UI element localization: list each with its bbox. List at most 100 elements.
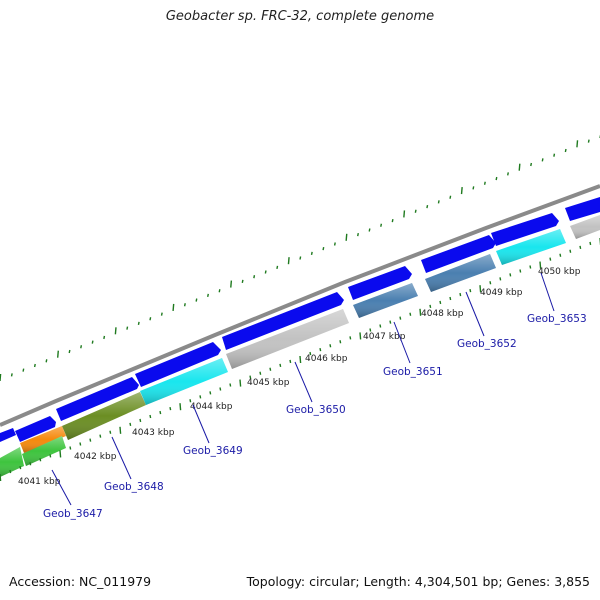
kbp-label: 4048 kbp — [421, 309, 464, 319]
scale-tick — [10, 373, 13, 377]
gene-label-Geob_3647[interactable]: Geob_3647 — [43, 508, 103, 520]
scale-tick — [119, 426, 122, 434]
scale-tick — [159, 410, 162, 415]
scale-tick — [239, 379, 242, 387]
scale-tick — [276, 265, 279, 269]
scale-tick — [0, 373, 2, 382]
scale-tick — [195, 298, 198, 302]
scale-tick — [22, 368, 25, 372]
scale-tick — [359, 332, 362, 340]
scale-tick — [379, 324, 382, 328]
genome-summary-text: Topology: circular; Length: 4,304,501 bp… — [246, 574, 590, 589]
scale-tick — [509, 273, 512, 277]
kbp-label: 4046 kbp — [305, 354, 348, 364]
scale-tick — [103, 335, 106, 340]
scale-tick — [289, 359, 292, 364]
outer-scale-ticks — [0, 134, 600, 382]
scale-tick — [414, 209, 417, 213]
scale-tick — [472, 186, 475, 190]
scale-tick — [279, 363, 282, 368]
scale-tick — [229, 383, 232, 387]
scale-tick — [369, 328, 372, 332]
gene-label-Geob_3652[interactable]: Geob_3652 — [457, 338, 517, 350]
scale-tick — [29, 462, 32, 466]
kbp-label: 4045 kbp — [247, 378, 290, 388]
scale-tick — [345, 233, 348, 241]
accession-text: Accession: NC_011979 — [9, 574, 152, 589]
scale-tick — [449, 296, 452, 301]
scale-tick — [207, 293, 209, 298]
scale-tick — [489, 281, 492, 285]
gene-label-Geob_3648[interactable]: Geob_3648 — [104, 481, 164, 493]
scale-tick — [299, 256, 302, 260]
backbone-line — [0, 184, 600, 427]
scale-tick — [139, 418, 142, 423]
scale-tick — [549, 257, 552, 261]
scale-tick — [230, 280, 233, 288]
scale-tick — [403, 210, 406, 218]
scale-tick — [587, 139, 590, 143]
scale-tick — [439, 300, 442, 305]
forward-gene[interactable] — [0, 428, 16, 442]
inner-scale-ticks — [0, 238, 600, 482]
reverse-gene-Geob_3647[interactable] — [0, 447, 24, 477]
scale-tick — [310, 251, 313, 255]
scale-tick — [483, 181, 486, 185]
scale-tick — [426, 204, 429, 209]
scale-tick — [322, 247, 325, 251]
scale-tick — [219, 387, 222, 391]
scale-tick — [576, 140, 579, 148]
scale-tick — [309, 351, 312, 356]
kbp-label: 4049 kbp — [480, 288, 523, 298]
scale-tick — [419, 308, 422, 316]
map-title: Geobacter sp. FRC-32, complete genome — [165, 9, 435, 24]
scale-tick — [249, 375, 252, 379]
scale-tick — [541, 158, 544, 162]
scale-tick — [33, 363, 36, 368]
scale-tick — [39, 458, 42, 462]
scale-tick — [357, 232, 359, 237]
scale-tick — [349, 336, 352, 340]
gene-label-Geob_3650[interactable]: Geob_3650 — [286, 404, 346, 416]
scale-tick — [269, 367, 272, 371]
scale-tick — [169, 406, 172, 411]
scale-tick — [109, 430, 112, 434]
scale-tick — [559, 253, 562, 257]
scale-tick — [91, 340, 94, 344]
scale-tick — [137, 321, 140, 326]
scale-tick — [391, 218, 394, 223]
scale-tick — [241, 279, 244, 284]
scale-tick — [287, 257, 290, 265]
gene-label-Geob_3653[interactable]: Geob_3653 — [527, 313, 587, 325]
scale-tick — [126, 326, 129, 330]
scale-tick — [299, 355, 302, 364]
scale-tick — [519, 269, 522, 273]
kbp-label: 4050 kbp — [538, 267, 581, 277]
scale-tick — [460, 187, 463, 195]
kbp-label: 4044 kbp — [190, 402, 233, 412]
scale-tick — [569, 249, 572, 253]
scale-tick — [333, 242, 336, 246]
kbp-label: 4047 kbp — [363, 332, 406, 342]
scale-tick — [437, 200, 440, 204]
scale-tick — [69, 446, 72, 450]
scale-tick — [149, 414, 152, 419]
scale-tick — [553, 153, 556, 157]
scale-tick — [329, 344, 332, 348]
label-leaders — [51, 272, 555, 506]
scale-tick — [129, 422, 132, 427]
scale-tick — [79, 442, 82, 446]
scale-tick — [218, 289, 221, 293]
scale-tick — [89, 438, 92, 442]
scale-tick — [99, 434, 102, 438]
scale-tick — [409, 312, 412, 316]
scale-tick — [9, 469, 12, 474]
gene-label-Geob_3651[interactable]: Geob_3651 — [383, 366, 443, 378]
scale-tick — [160, 312, 163, 316]
scale-tick — [579, 245, 582, 250]
gene-label-Geob_3649[interactable]: Geob_3649 — [183, 445, 243, 457]
scale-tick — [518, 163, 521, 171]
scale-tick — [529, 265, 532, 269]
gene-labels: Geob_3647 Geob_3648 Geob_3649 Geob_3650 … — [43, 313, 587, 520]
scale-tick — [189, 399, 192, 403]
